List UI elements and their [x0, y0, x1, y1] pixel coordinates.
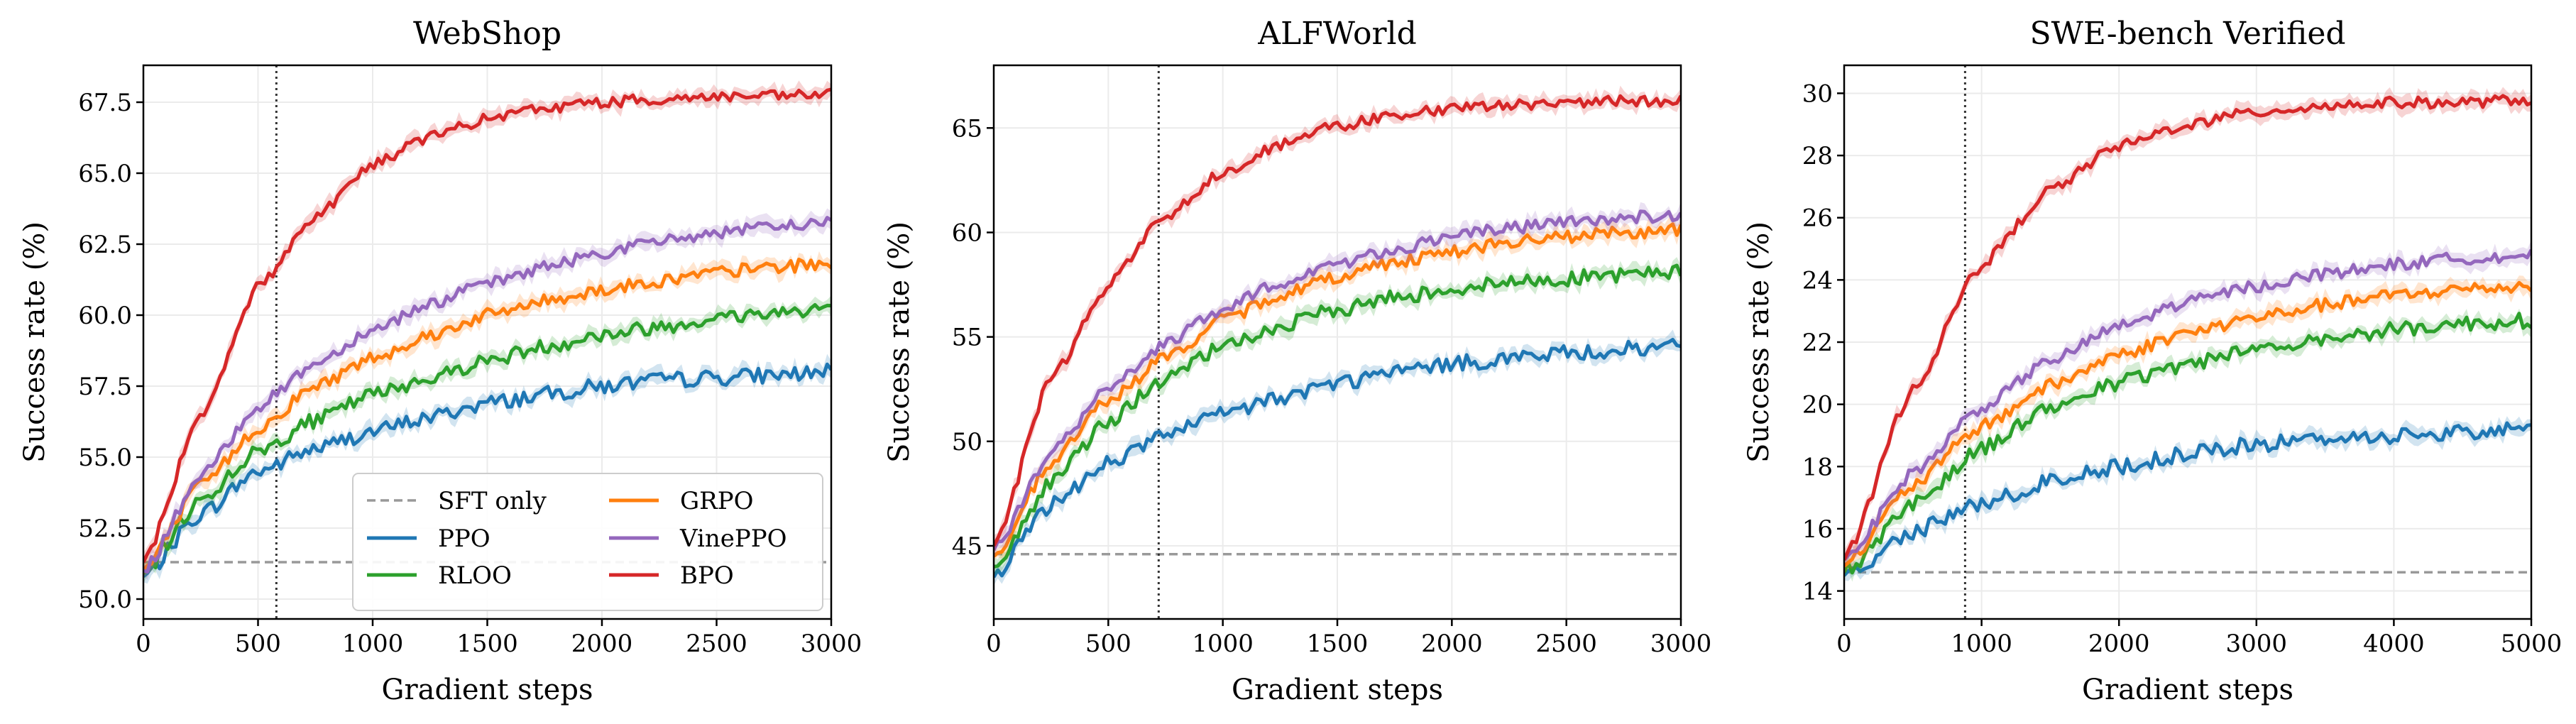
legend-label: BPO	[680, 561, 734, 590]
chart-panel-0: 0 500 1000 1500 2000 2500 3000 50.0 52.5 55.0 57.5…	[18, 16, 862, 706]
x-tick-label: 2500	[1535, 630, 1597, 658]
x-tick-label: 1000	[1192, 630, 1254, 658]
x-tick-label: 4000	[2363, 630, 2425, 658]
x-tick-label: 0	[136, 630, 151, 658]
y-tick-label: 57.5	[78, 373, 132, 401]
legend-label: PPO	[438, 525, 490, 553]
y-axis-label: Success rate (%)	[883, 221, 916, 463]
chart-panel-2: 0 1000 2000 3000 4000 5000 14 16 18 20 22 24 26 28 30 S…	[1743, 16, 2562, 706]
legend-box	[352, 473, 823, 611]
y-tick-label: 16	[1802, 515, 1833, 544]
y-tick-label: 45	[952, 532, 982, 561]
y-tick-label: 60.0	[78, 302, 132, 330]
series-line-vineppo	[994, 209, 1681, 551]
y-tick-label: 24	[1802, 266, 1833, 295]
x-tick-label: 2000	[571, 630, 633, 658]
x-tick-label: 1000	[342, 630, 404, 658]
chart-title: ALFWorld	[1257, 16, 1417, 52]
series-line-bpo	[994, 94, 1681, 547]
series-line-bpo	[143, 87, 831, 564]
legend-label: SFT only	[438, 487, 547, 515]
series-group	[994, 85, 1681, 586]
x-tick-label: 3000	[2226, 630, 2288, 658]
y-tick-label: 55.0	[78, 444, 132, 472]
grid	[143, 65, 832, 619]
x-tick-label: 5000	[2501, 630, 2563, 658]
series-line-rloo	[143, 303, 831, 575]
series-line-bpo	[1844, 94, 2531, 561]
y-tick-label: 50	[952, 428, 982, 456]
series-line-rloo	[994, 263, 1681, 569]
chart-title: SWE-bench Verified	[2029, 16, 2345, 52]
x-tick-label: 1500	[1307, 630, 1369, 658]
series-line-grpo	[143, 258, 831, 572]
y-tick-label: 22	[1802, 329, 1833, 357]
x-tick-label: 1500	[456, 630, 518, 658]
x-axis-label: Gradient steps	[2082, 674, 2293, 706]
series-line-rloo	[1844, 312, 2531, 575]
y-tick-label: 20	[1802, 391, 1833, 419]
y-tick-label: 18	[1802, 453, 1833, 481]
legend-label: RLOO	[438, 561, 512, 590]
x-axis-label: Gradient steps	[1232, 674, 1443, 706]
y-tick-label: 55	[952, 324, 982, 352]
y-tick-label: 60	[952, 219, 982, 247]
chart-title: WebShop	[413, 16, 561, 52]
y-tick-label: 52.5	[78, 515, 132, 543]
x-tick-label: 2000	[1421, 630, 1483, 658]
y-tick-label: 14	[1802, 578, 1833, 606]
y-axis-label: Success rate (%)	[1743, 221, 1775, 463]
x-tick-label: 3000	[1650, 630, 1712, 658]
legend-label: VinePPO	[679, 525, 786, 553]
y-tick-label: 65.0	[78, 160, 132, 188]
x-tick-label: 0	[1836, 630, 1852, 658]
x-tick-label: 500	[1085, 630, 1131, 658]
series-line-ppo	[143, 362, 831, 578]
y-tick-label: 30	[1802, 79, 1833, 108]
x-tick-label: 0	[986, 630, 1002, 658]
y-tick-label: 50.0	[78, 586, 132, 614]
series-group	[143, 80, 831, 584]
chart-panel-1: 0 500 1000 1500 2000 2500 3000 45 50 55 60 65 ALFWor…	[883, 16, 1711, 706]
y-tick-label: 65	[952, 114, 982, 143]
grid	[1843, 65, 2532, 619]
x-tick-label: 1000	[1951, 630, 2012, 658]
series-band-grpo	[143, 251, 831, 577]
series-line-vineppo	[1844, 248, 2531, 561]
series-line-grpo	[994, 222, 1681, 558]
y-tick-label: 26	[1802, 204, 1833, 233]
x-tick-label: 500	[235, 630, 281, 658]
series-line-vineppo	[143, 216, 831, 574]
legend-label: GRPO	[680, 487, 754, 515]
series-line-grpo	[1844, 280, 2531, 568]
y-axis-label: Success rate (%)	[18, 221, 51, 463]
x-tick-label: 2500	[686, 630, 747, 658]
x-tick-label: 3000	[801, 630, 862, 658]
series-group	[1844, 87, 2531, 582]
y-tick-label: 67.5	[78, 89, 132, 117]
y-tick-label: 62.5	[78, 231, 132, 259]
series-band-vineppo	[1844, 240, 2531, 564]
grid	[993, 65, 1682, 619]
series-line-ppo	[1844, 421, 2531, 577]
series-line-ppo	[994, 337, 1681, 578]
y-tick-label: 28	[1802, 142, 1833, 170]
x-tick-label: 2000	[2088, 630, 2150, 658]
x-axis-label: Gradient steps	[382, 674, 593, 706]
legend: SFT only PPO RLOO GRPO VinePPO BPO	[352, 473, 823, 611]
